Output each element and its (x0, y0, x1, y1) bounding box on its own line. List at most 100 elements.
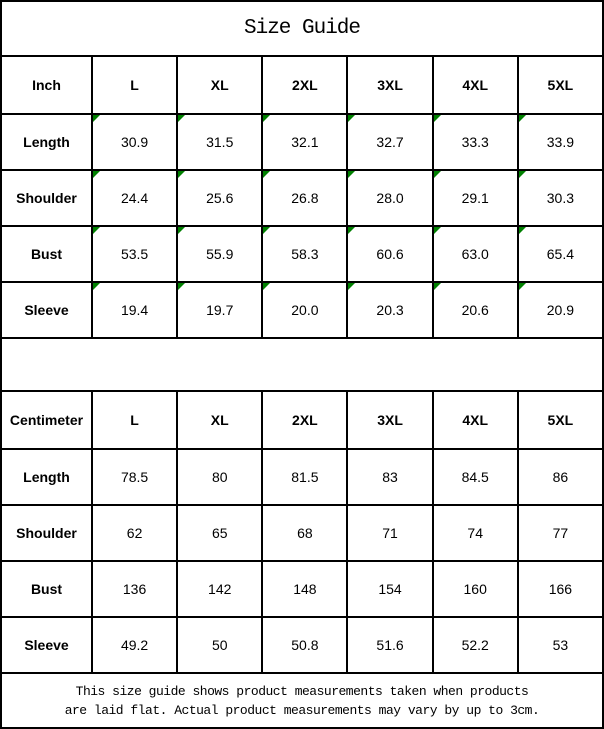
size-value-cell: 55.9 (176, 225, 264, 283)
row-header: Sleeve (0, 281, 93, 339)
size-value-cell: 65.4 (516, 225, 604, 283)
size-value-cell: 32.1 (261, 113, 349, 171)
row-header: Length (0, 448, 93, 506)
size-value-cell: 62 (90, 504, 179, 562)
page-title: Size Guide (0, 0, 604, 55)
cell-corner-marker-icon (518, 115, 526, 122)
size-value-cell: 50.8 (261, 616, 349, 674)
table-row: Inch L XL 2XL 3XL 4XL 5XL (0, 55, 604, 115)
cell-corner-marker-icon (433, 283, 441, 290)
size-value-cell: 154 (346, 560, 434, 618)
size-value-cell: 71 (346, 504, 434, 562)
row-header: Sleeve (0, 616, 93, 674)
footer-note-line1: This size guide shows product measuremen… (75, 683, 529, 699)
cell-corner-marker-icon (348, 283, 356, 290)
size-value-cell: 68 (261, 504, 349, 562)
footer-note-line2: are laid flat. Actual product measuremen… (64, 702, 540, 718)
size-value-cell: 25.6 (176, 169, 264, 227)
column-header: 2XL (261, 55, 349, 115)
cell-corner-marker-icon (263, 227, 271, 234)
cell-corner-marker-icon (433, 227, 441, 234)
size-value-cell: 58.3 (261, 225, 349, 283)
size-value-cell: 32.7 (346, 113, 434, 171)
column-header: 3XL (346, 55, 434, 115)
cell-corner-marker-icon (263, 171, 271, 178)
cell-corner-marker-icon (518, 283, 526, 290)
cell-corner-marker-icon (433, 115, 441, 122)
table-row: Shoulder 24.4 25.6 26.8 28.0 29.1 30.3 (0, 169, 604, 227)
size-value-cell: 20.6 (431, 281, 519, 339)
column-header: L (90, 390, 179, 450)
cell-corner-marker-icon (178, 115, 186, 122)
column-header: 2XL (261, 390, 349, 450)
size-value-cell: 78.5 (90, 448, 179, 506)
cell-corner-marker-icon (178, 227, 186, 234)
size-value-cell: 33.3 (431, 113, 519, 171)
row-header: Bust (0, 560, 93, 618)
footer-note: This size guide shows product measuremen… (0, 674, 604, 729)
table-row: Length 30.9 31.5 32.1 32.7 33.3 33.9 (0, 113, 604, 171)
unit-header: Inch (0, 55, 93, 115)
size-value-cell: 33.9 (516, 113, 604, 171)
cell-corner-marker-icon (263, 115, 271, 122)
size-value-cell: 148 (261, 560, 349, 618)
cell-corner-marker-icon (93, 283, 100, 290)
table-row: Sleeve 49.2 50 50.8 51.6 52.2 53 (0, 616, 604, 674)
size-value-cell: 26.8 (261, 169, 349, 227)
row-header: Shoulder (0, 504, 93, 562)
table-row: Length 78.5 80 81.5 83 84.5 86 (0, 448, 604, 506)
size-table-inch: Inch L XL 2XL 3XL 4XL 5XL Length 30.9 31.5 32.1 32.… (0, 55, 604, 339)
column-header: XL (176, 390, 264, 450)
size-value-cell: 77 (516, 504, 604, 562)
cell-corner-marker-icon (263, 283, 271, 290)
table-row: Bust 53.5 55.9 58.3 60.6 63.0 65.4 (0, 225, 604, 283)
size-value-cell: 53 (516, 616, 604, 674)
column-header: XL (176, 55, 264, 115)
size-value-cell: 30.3 (516, 169, 604, 227)
size-value-cell: 29.1 (431, 169, 519, 227)
table-spacer (0, 339, 604, 390)
column-header: 4XL (431, 55, 519, 115)
table-row: Bust 136 142 148 154 160 166 (0, 560, 604, 618)
size-value-cell: 65 (176, 504, 264, 562)
size-value-cell: 28.0 (346, 169, 434, 227)
size-value-cell: 63.0 (431, 225, 519, 283)
cell-corner-marker-icon (433, 171, 441, 178)
size-value-cell: 53.5 (90, 225, 179, 283)
cell-corner-marker-icon (348, 171, 356, 178)
cell-corner-marker-icon (178, 171, 186, 178)
table-row: Sleeve 19.4 19.7 20.0 20.3 20.6 20.9 (0, 281, 604, 339)
table-row: Centimeter L XL 2XL 3XL 4XL 5XL (0, 390, 604, 450)
size-value-cell: 60.6 (346, 225, 434, 283)
size-value-cell: 49.2 (90, 616, 179, 674)
size-value-cell: 50 (176, 616, 264, 674)
column-header: 4XL (431, 390, 519, 450)
cell-corner-marker-icon (518, 227, 526, 234)
size-value-cell: 24.4 (90, 169, 179, 227)
size-value-cell: 80 (176, 448, 264, 506)
cell-corner-marker-icon (348, 115, 356, 122)
row-header: Bust (0, 225, 93, 283)
size-value-cell: 142 (176, 560, 264, 618)
size-value-cell: 86 (516, 448, 604, 506)
cell-corner-marker-icon (518, 171, 526, 178)
size-value-cell: 51.6 (346, 616, 434, 674)
size-value-cell: 83 (346, 448, 434, 506)
size-value-cell: 20.9 (516, 281, 604, 339)
size-value-cell: 19.4 (90, 281, 179, 339)
table-row: Shoulder 62 65 68 71 74 77 (0, 504, 604, 562)
size-value-cell: 166 (516, 560, 604, 618)
unit-header: Centimeter (0, 390, 93, 450)
cell-corner-marker-icon (93, 171, 100, 178)
size-value-cell: 31.5 (176, 113, 264, 171)
column-header: 3XL (346, 390, 434, 450)
row-header: Shoulder (0, 169, 93, 227)
row-header: Length (0, 113, 93, 171)
column-header: L (90, 55, 179, 115)
cell-corner-marker-icon (93, 227, 100, 234)
size-value-cell: 74 (431, 504, 519, 562)
size-value-cell: 84.5 (431, 448, 519, 506)
size-value-cell: 19.7 (176, 281, 264, 339)
cell-corner-marker-icon (93, 115, 100, 122)
